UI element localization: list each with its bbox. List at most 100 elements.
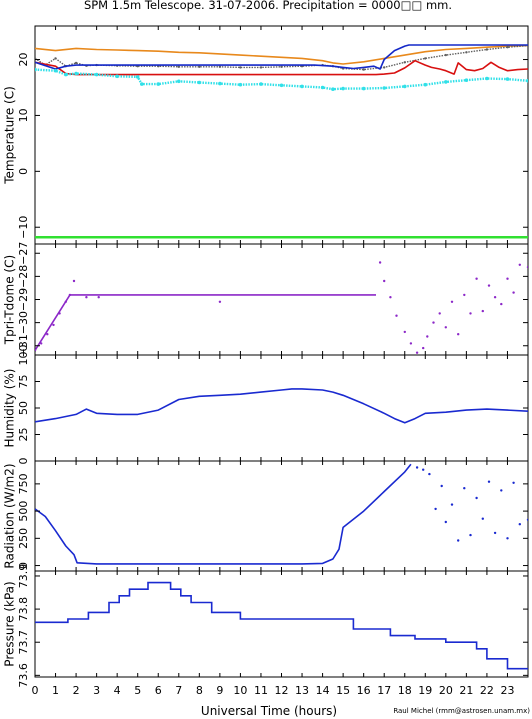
temperature-series-navy-line <box>35 44 528 70</box>
humidity-ytick-label: 75 <box>17 375 30 389</box>
radiation-frame <box>34 460 529 572</box>
tpri-series-purple-point <box>52 323 55 327</box>
tpri-series-purple-point <box>487 284 491 287</box>
x-tick-label: 2 <box>73 684 80 697</box>
x-tick-label: 14 <box>316 684 330 697</box>
tpri-series-purple-point <box>415 351 419 354</box>
radiation-series-blue-point <box>422 468 425 471</box>
radiation-series-blue-point <box>457 539 460 542</box>
x-axis-ticks: 0 1 2 3 4 5 6 7 8 9 10 11 12 13 14 15 16 17 18 19 20 21 22 23 <box>32 684 515 697</box>
pressure-ytick-label: 73.9 <box>17 564 30 589</box>
tpri-series-purple-point <box>422 346 425 350</box>
x-tick-label: 4 <box>114 684 121 697</box>
x-tick-label: 17 <box>377 684 391 697</box>
panel-temperature: −10 0 10 20 Temperature (C) <box>3 25 529 245</box>
humidity-frame <box>34 354 529 462</box>
temperature-series-orange-line <box>35 44 528 65</box>
tpri-series-purple-point <box>493 296 497 299</box>
radiation-ytick-label: 750 <box>17 473 30 494</box>
radiation-series-blue-point <box>450 503 454 506</box>
x-tick-label: 11 <box>254 684 268 697</box>
radiation-series-blue-point <box>444 520 447 524</box>
tpri-series-purple-point <box>444 326 447 329</box>
tpri-series-purple-point <box>457 333 460 336</box>
temperature-y-axis-title: Temperature (C) <box>3 86 17 185</box>
radiation-series-blue-point <box>512 481 515 484</box>
tpri-series-purple-point <box>218 300 222 303</box>
tpri-ytick-label: −30 <box>17 311 30 334</box>
tpri-series-purple-point <box>506 277 509 280</box>
pressure-frame <box>34 570 529 678</box>
tpri-series-purple-point <box>97 296 100 299</box>
humidity-ytick-label: 25 <box>17 428 30 442</box>
x-tick-label: 20 <box>439 684 453 697</box>
radiation-series-blue-point <box>526 518 528 521</box>
x-tick-label: 15 <box>336 684 350 697</box>
tpri-series-purple-point <box>58 312 61 315</box>
radiation-series <box>35 463 528 565</box>
temperature-ytick-label: 10 <box>17 108 30 122</box>
radiation-ytick-label: 500 <box>17 501 30 522</box>
tpri-ytick-label: −27 <box>17 242 30 265</box>
x-tick-label: 23 <box>500 684 514 697</box>
radiation-series-blue-point <box>440 484 443 488</box>
radiation-series-blue-point <box>518 523 521 526</box>
x-tick-label: 21 <box>459 684 473 697</box>
radiation-series-blue-line <box>35 463 412 565</box>
x-tick-label: 22 <box>480 684 494 697</box>
tpri-y-axis-title: Tpri-Tdome (C) <box>3 255 17 345</box>
tpri-series-purple-point <box>450 300 454 303</box>
tpri-series-purple-point <box>64 300 68 303</box>
tpri-series-purple-point <box>40 342 43 345</box>
tpri-series-purple-point <box>395 314 398 317</box>
tpri-series-purple-point <box>469 312 472 315</box>
x-axis-title: Universal Time (hours) <box>201 704 337 718</box>
tpri-series-purple-point <box>85 296 88 299</box>
radiation-series-blue-point <box>415 466 419 469</box>
tpri-ytick-label: −31 <box>17 334 30 357</box>
x-tick-label: 3 <box>93 684 100 697</box>
tpri-series-purple-point <box>68 293 72 297</box>
x-tick-label: 6 <box>155 684 162 697</box>
temperature-ytick-label: 0 <box>17 168 30 175</box>
tpri-series-purple-point <box>475 277 478 280</box>
radiation-series-blue-point <box>487 480 491 483</box>
tpri-series-purple-point <box>518 263 521 266</box>
tpri-series-purple-point <box>526 265 528 269</box>
tpri-frame <box>34 243 529 356</box>
radiation-series-blue-point <box>481 517 484 520</box>
humidity-ytick-label: 0 <box>17 458 30 465</box>
pressure-series <box>35 581 528 670</box>
x-tick-label: 10 <box>233 684 247 697</box>
radiation-series-blue-point <box>500 489 503 492</box>
radiation-series-blue-point <box>463 487 466 490</box>
radiation-series-blue-point <box>434 507 437 511</box>
humidity-series <box>35 388 528 424</box>
tpri-series-purple-point <box>500 302 503 306</box>
x-tick-label: 5 <box>134 684 141 697</box>
temperature-ytick-label: 20 <box>17 53 30 67</box>
tpri-series-purple-point <box>72 279 76 283</box>
tpri-ytick-label: −29 <box>17 288 30 311</box>
tpri-series-purple-point <box>463 293 466 297</box>
tpri-series-purple-point <box>409 342 413 345</box>
tpri-series-purple-point <box>35 349 37 352</box>
humidity-ytick-label: 50 <box>17 401 30 415</box>
chart-title: SPM 1.5m Telescope. 31-07-2006. Precipit… <box>84 0 452 12</box>
tpri-series-purple-point <box>378 261 382 264</box>
tpri-series-purple-point <box>46 333 49 336</box>
x-tick-label: 12 <box>275 684 289 697</box>
tpri-series-purple-point <box>512 291 515 294</box>
radiation-series-blue-point <box>506 537 509 540</box>
pressure-series-blue-steps <box>35 581 528 670</box>
radiation-series-blue-point <box>493 531 497 535</box>
x-tick-label: 18 <box>398 684 412 697</box>
tpri-series-purple-point <box>403 330 406 334</box>
radiation-ytick-label: 0 <box>17 562 30 569</box>
author-credit: Raul Michel (rmm@astrosen.unam.mx) <box>393 707 530 715</box>
tpri-series-purple-point <box>481 309 484 313</box>
